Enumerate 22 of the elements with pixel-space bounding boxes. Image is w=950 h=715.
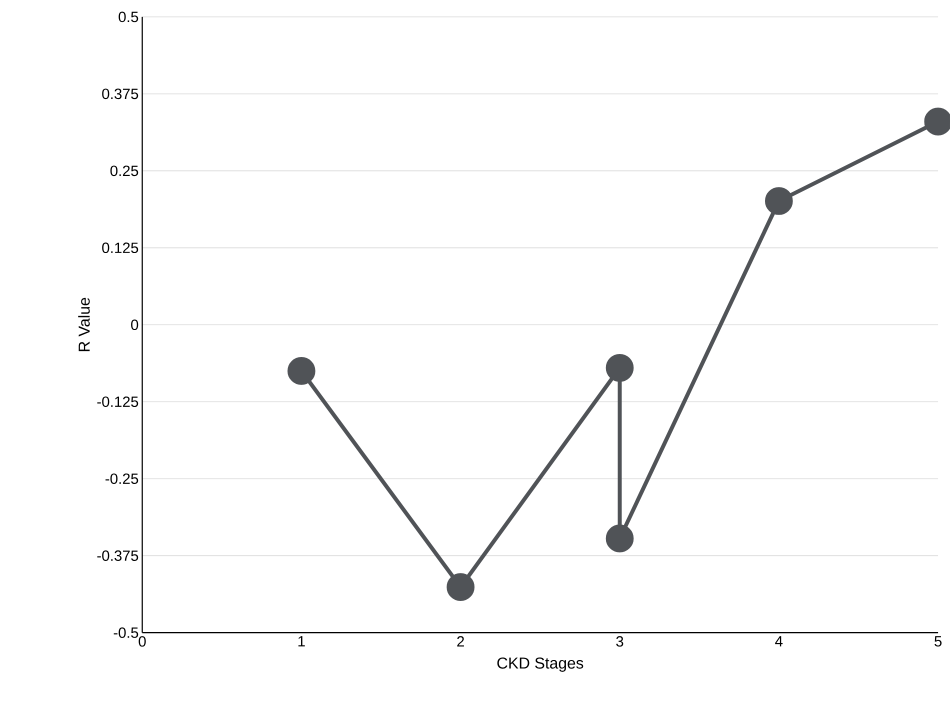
x-axis-title: CKD Stages xyxy=(497,657,584,672)
x-tick-label: 5 xyxy=(934,636,942,646)
y-axis-title: R Value xyxy=(78,298,90,351)
y-tick-label: -0.5 xyxy=(114,627,138,638)
y-tick-label: -0.125 xyxy=(97,396,138,407)
x-tick-label: 0 xyxy=(138,636,146,647)
y-tick-label: 0 xyxy=(131,319,138,330)
y-tick-label: 0.25 xyxy=(110,165,138,176)
y-tick-label: 0.375 xyxy=(102,88,138,100)
y-tick-label: -0.25 xyxy=(106,473,138,484)
point xyxy=(606,354,634,382)
x-tick-label: 4 xyxy=(775,636,783,646)
x-tick-label: 1 xyxy=(298,636,305,646)
point xyxy=(606,524,634,552)
point xyxy=(764,186,793,215)
x-tick-label: 3 xyxy=(616,636,624,647)
point xyxy=(446,573,475,601)
y-tick-label: 0.125 xyxy=(102,242,138,253)
point xyxy=(287,356,316,385)
y-tick-label: -0.375 xyxy=(97,550,138,561)
x-tick-label: 2 xyxy=(457,636,464,646)
y-tick-label: 0.5 xyxy=(118,12,138,22)
